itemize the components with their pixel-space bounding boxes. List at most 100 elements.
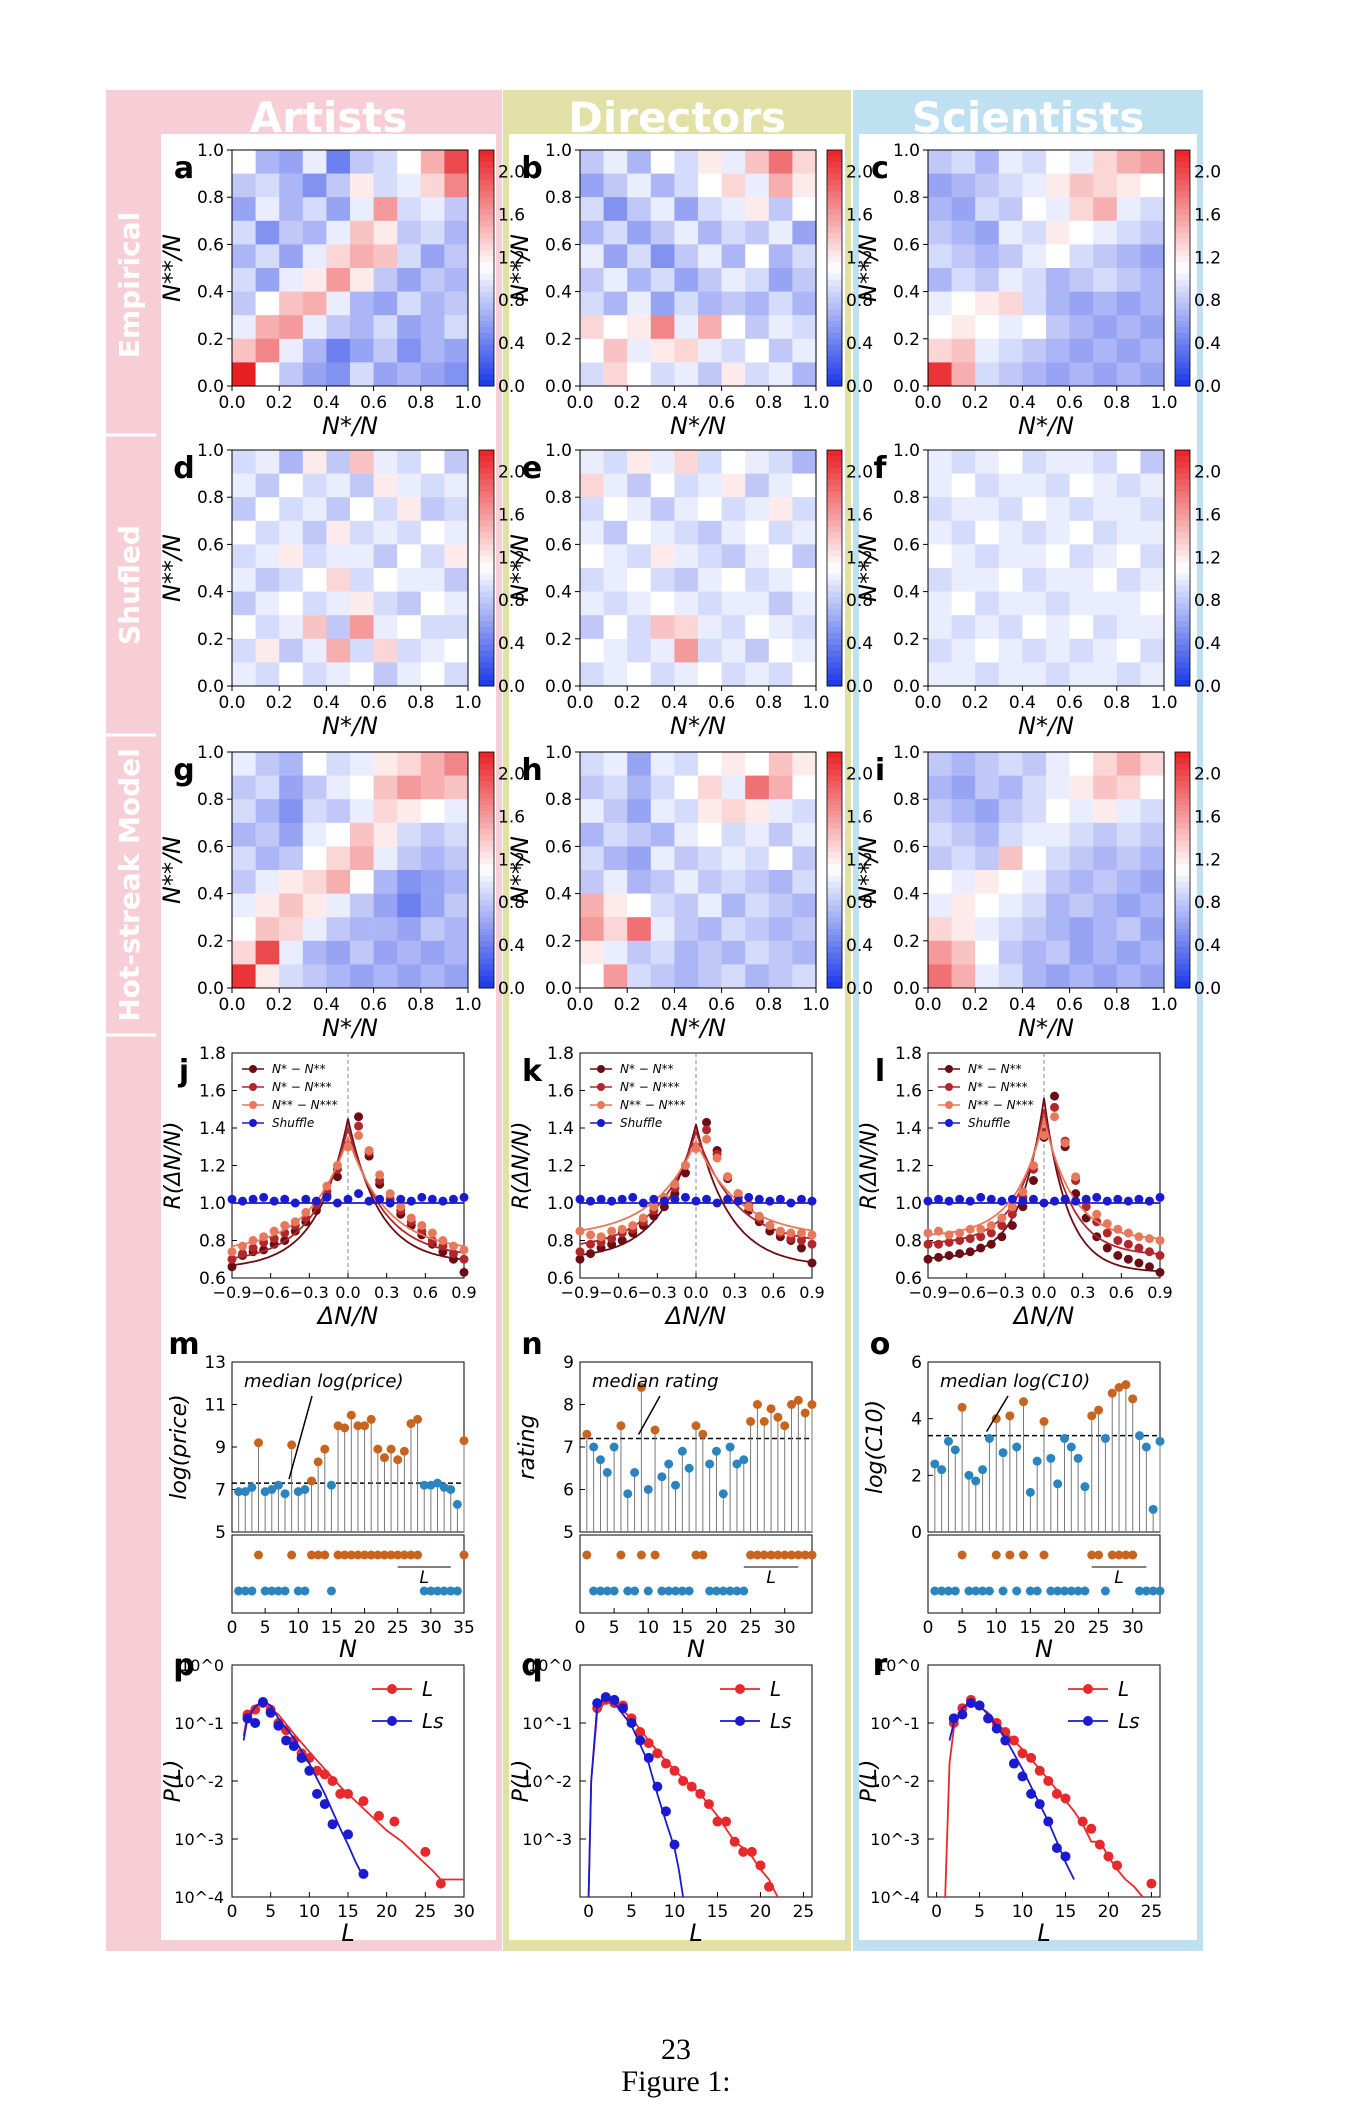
data-point	[396, 1202, 406, 1212]
colorbar-segment	[1175, 662, 1190, 669]
colorbar-tick-label: 0.8	[498, 291, 525, 311]
heatmap-cell	[397, 591, 422, 616]
heatmap-cell	[420, 775, 445, 800]
data-point	[984, 1434, 994, 1443]
heatmap-cell	[279, 752, 304, 776]
colorbar-segment	[1175, 297, 1190, 304]
x-tick-label: 15	[1055, 1902, 1077, 1922]
x-tick-label: 10	[287, 1618, 309, 1638]
x-tick-label: 0.4	[661, 995, 688, 1015]
heatmap-cell	[302, 752, 327, 776]
data-point	[385, 1189, 395, 1199]
data-point	[948, 1713, 959, 1724]
heatmap-frame	[927, 149, 1165, 387]
colorbar-segment	[479, 852, 494, 859]
colorbar-tick-label: 1.6	[846, 205, 873, 225]
data-point	[459, 1254, 469, 1264]
x-tick-label: 5	[974, 1902, 985, 1922]
heatmap-cell	[255, 846, 280, 871]
colorbar-segment	[479, 279, 494, 287]
heatmap-cell	[444, 244, 469, 269]
heatmap-cell	[928, 497, 952, 522]
x-tick-label: 0.0	[683, 1283, 708, 1302]
heatmap-cell	[698, 544, 722, 569]
colorbar-segment	[479, 650, 494, 657]
colorbar-tick-label: 0.0	[846, 377, 873, 397]
heatmap-cell	[1046, 291, 1070, 316]
heatmap-cell	[603, 150, 628, 174]
heatmap-cell	[603, 338, 628, 363]
heatmap-cell	[698, 917, 722, 942]
y-axis-label: N**/N	[854, 534, 882, 602]
colorbar-segment	[1175, 538, 1190, 545]
y-tick-label: 8	[563, 1396, 574, 1416]
colorbar-segment	[827, 550, 842, 557]
data-point	[1144, 1234, 1154, 1244]
heatmap-cell	[1140, 591, 1165, 616]
heatmap-cell	[444, 450, 469, 474]
data-point	[313, 1457, 323, 1467]
colorbar-segment	[827, 315, 842, 322]
event-marker	[773, 1550, 783, 1560]
colorbar-segment	[479, 197, 494, 204]
colorbar-segment	[479, 899, 494, 906]
data-point	[452, 1499, 462, 1509]
heatmap-cell	[232, 917, 256, 942]
heatmap-cell	[792, 362, 817, 387]
data-point	[991, 1414, 1001, 1424]
heatmap-cell	[951, 615, 976, 640]
heatmap-cell	[674, 520, 699, 545]
colorbar-segment	[1175, 503, 1190, 510]
heatmap-cell	[373, 822, 398, 847]
heatmap-cell	[792, 520, 817, 545]
y-tick-label: 1.0	[199, 1194, 226, 1214]
heatmap-cell	[350, 893, 374, 918]
heatmap-cell	[350, 591, 374, 616]
heatmap-cell	[373, 752, 398, 776]
data-point	[609, 1694, 620, 1705]
heatmap-cell	[627, 638, 652, 663]
heatmap-cell	[1140, 315, 1165, 340]
colorbar-segment	[479, 757, 494, 765]
heatmap-cell	[998, 940, 1023, 965]
heatmap-cell	[768, 497, 793, 522]
data-point	[796, 1236, 806, 1245]
colorbar-segment	[479, 479, 494, 486]
data-point	[1135, 1431, 1145, 1441]
legend-entry: Shuffle	[968, 1116, 1010, 1130]
heatmap-cell	[792, 315, 817, 340]
data-point	[955, 1249, 965, 1259]
heatmap-cell	[603, 450, 628, 474]
data-point	[1000, 1735, 1011, 1746]
heatmap-cell	[1022, 268, 1047, 292]
colorbar-segment	[827, 173, 842, 180]
heatmap-cell	[397, 822, 422, 847]
heatmap-cell	[1116, 591, 1141, 616]
data-point	[304, 1765, 315, 1776]
x-tick-label: 25	[1141, 1902, 1163, 1922]
colorbar-segment	[479, 603, 494, 610]
colorbar-segment	[479, 309, 494, 316]
x-tick-label: 0.6	[708, 693, 735, 713]
colorbar-segment	[479, 262, 494, 269]
colorbar-segment	[827, 964, 842, 971]
heatmap-cell	[255, 520, 280, 545]
panel-letter: f	[873, 451, 887, 486]
heatmap-cell	[768, 315, 793, 340]
y-tick-label: 1.0	[895, 1194, 922, 1214]
event-marker	[1148, 1586, 1158, 1596]
colorbar-segment	[827, 674, 842, 681]
colorbar-segment	[827, 256, 842, 263]
heatmap-cell	[1046, 338, 1070, 363]
y-tick-label: 0.0	[893, 677, 920, 697]
colorbar-tick-label: 2.0	[1194, 462, 1221, 482]
heatmap-cell	[279, 870, 304, 894]
heatmap-cell	[350, 615, 374, 640]
heatmap-cell	[603, 964, 628, 989]
colorbar-segment	[479, 562, 494, 569]
heatmap-cell	[350, 917, 374, 942]
colorbar-segment	[479, 150, 494, 157]
heatmap-cell	[1046, 638, 1070, 663]
heatmap-cell	[1116, 450, 1141, 474]
heatmap-cell	[302, 940, 327, 965]
